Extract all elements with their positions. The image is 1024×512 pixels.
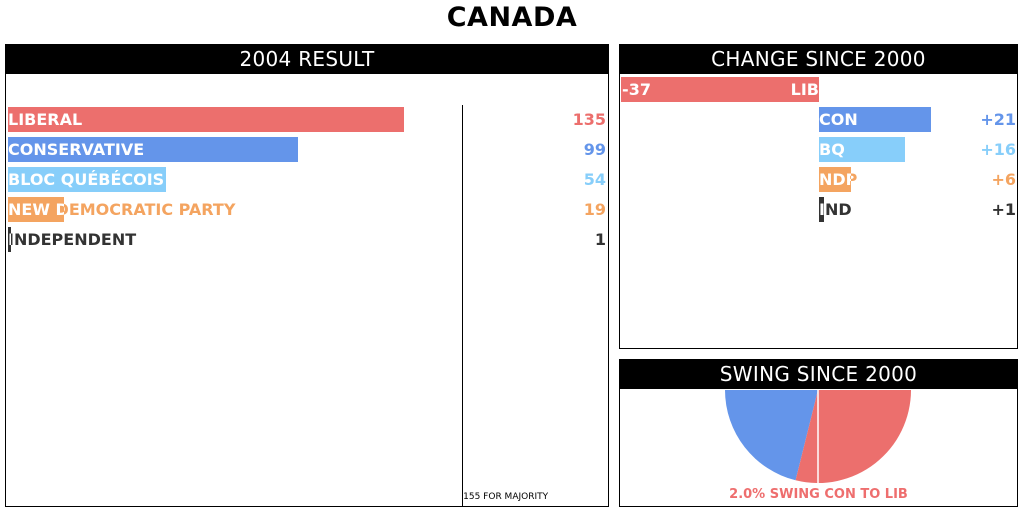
bar-label-inner-conservative: CONSERVATIVE xyxy=(8,140,145,159)
change-label-ind: IND xyxy=(819,200,852,219)
change-label-inner-con: CON xyxy=(819,110,858,129)
bar-value-conservative: 99 xyxy=(583,140,606,159)
bar-value-liberal: 135 xyxy=(572,110,606,129)
bar-label-new-democratic-party: NEW DEMOCRATIC PARTY xyxy=(8,200,236,219)
change-value-ndp: +6 xyxy=(991,170,1016,189)
result-panel-header: 2004 RESULT xyxy=(6,45,608,74)
change-label-overlay-con: CON xyxy=(819,107,931,132)
bar-bloc-quebecois xyxy=(8,167,167,192)
change-label-lib: LIB xyxy=(790,80,819,99)
change-bar-ind xyxy=(819,197,825,222)
bar-value-independent: 1 xyxy=(594,230,606,249)
page-title: CANADA xyxy=(446,2,578,33)
bar-label-inner-liberal: LIBERAL xyxy=(8,110,83,129)
change-panel-header: CHANGE SINCE 2000 xyxy=(620,45,1017,74)
bar-label-liberal: LIBERAL xyxy=(8,110,83,129)
bar-value-new-democratic-party: 19 xyxy=(583,200,606,219)
bar-label-inner-independent: INDEPENDENT xyxy=(8,227,11,252)
swing-to-segment xyxy=(795,390,911,483)
result-panel: 2004 RESULT LIBERAL LIBERAL 135 CONSERVATIV… xyxy=(5,44,609,507)
bar-label-conservative: CONSERVATIVE xyxy=(8,140,145,159)
change-label-inner-ndp: NDP xyxy=(819,170,851,189)
change-bar-con xyxy=(819,107,932,132)
change-value-ind: +1 xyxy=(991,200,1016,219)
change-panel: CHANGE SINCE 2000 LIB -37 CON CON +21 BQ BQ +16… xyxy=(619,44,1018,349)
change-label-inner-ind: IND xyxy=(819,197,824,222)
change-bar-ndp xyxy=(819,167,852,192)
majority-line xyxy=(462,105,464,506)
change-bar-bq xyxy=(819,137,905,162)
change-label-bq: BQ xyxy=(819,140,845,159)
change-label-overlay-ndp: NDP xyxy=(819,167,851,192)
swing-chart xyxy=(725,390,911,483)
bar-label-inner-bloc-quebecois: BLOC QUÉBÉCOIS xyxy=(8,170,165,189)
change-label-overlay-ind: IND xyxy=(819,197,824,222)
swing-from-segment xyxy=(725,390,818,481)
bar-label-inner-new-democratic-party: NEW DEMOCRATIC PARTY xyxy=(8,200,64,219)
bar-label-overlay-new-democratic-party: NEW DEMOCRATIC PARTY xyxy=(8,197,64,222)
bar-label-overlay-liberal: LIBERAL xyxy=(8,107,404,132)
bar-label-overlay-conservative: CONSERVATIVE xyxy=(8,137,298,162)
majority-label: 155 FOR MAJORITY xyxy=(463,492,549,502)
change-value-lib: -37 xyxy=(622,80,651,99)
bar-new-democratic-party xyxy=(8,197,64,222)
bar-label-bloc-quebecois: BLOC QUÉBÉCOIS xyxy=(8,170,165,189)
change-label-overlay-bq: BQ xyxy=(819,137,905,162)
change-label-ndp: NDP xyxy=(819,170,858,189)
swing-panel-header: SWING SINCE 2000 xyxy=(620,360,1017,389)
bar-independent xyxy=(8,227,11,252)
bar-liberal xyxy=(8,107,404,132)
swing-panel: SWING SINCE 2000 2.0% SWING CON TO LIB xyxy=(619,359,1018,507)
bar-label-overlay-independent: INDEPENDENT xyxy=(8,227,11,252)
change-value-bq: +16 xyxy=(980,140,1016,159)
change-value-con: +21 xyxy=(980,110,1016,129)
bar-conservative xyxy=(8,137,299,162)
bar-label-independent: INDEPENDENT xyxy=(8,230,137,249)
change-label-con: CON xyxy=(819,110,858,129)
bar-value-bloc-quebecois: 54 xyxy=(583,170,606,189)
swing-label: 2.0% SWING CON TO LIB xyxy=(729,487,908,502)
change-label-inner-bq: BQ xyxy=(819,140,845,159)
change-bar-lib xyxy=(621,77,819,102)
bar-label-overlay-bloc-quebecois: BLOC QUÉBÉCOIS xyxy=(8,167,166,192)
